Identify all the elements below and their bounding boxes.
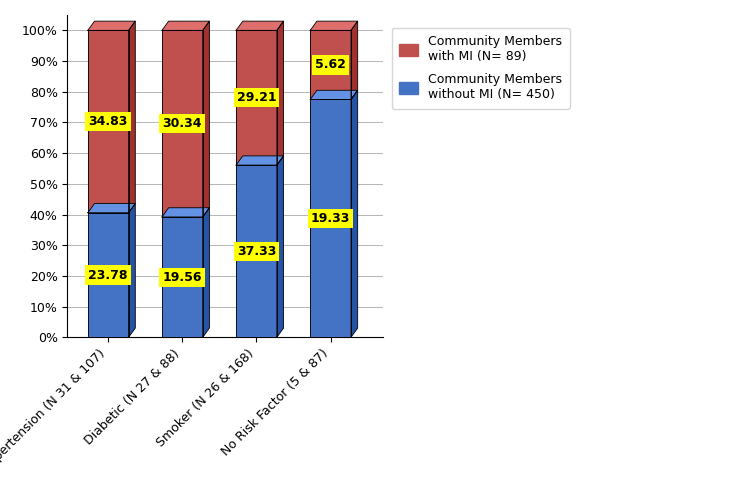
Text: 23.78: 23.78 <box>89 269 128 282</box>
Polygon shape <box>162 21 209 30</box>
Polygon shape <box>162 217 203 337</box>
Polygon shape <box>88 21 136 30</box>
Text: 37.33: 37.33 <box>236 245 276 258</box>
Polygon shape <box>236 30 277 165</box>
Polygon shape <box>236 21 284 30</box>
Text: 5.62: 5.62 <box>316 58 346 72</box>
Text: 29.21: 29.21 <box>236 91 276 104</box>
Polygon shape <box>310 90 358 99</box>
Polygon shape <box>310 30 351 99</box>
Polygon shape <box>277 21 284 165</box>
Text: 19.56: 19.56 <box>163 270 202 284</box>
Polygon shape <box>310 99 351 337</box>
Polygon shape <box>162 30 203 217</box>
Polygon shape <box>162 208 209 217</box>
Polygon shape <box>129 203 136 337</box>
Polygon shape <box>88 213 129 337</box>
Polygon shape <box>351 21 358 99</box>
Polygon shape <box>129 21 136 213</box>
Text: 30.34: 30.34 <box>163 117 202 130</box>
Polygon shape <box>310 21 358 30</box>
Polygon shape <box>203 208 209 337</box>
Polygon shape <box>277 156 284 337</box>
Polygon shape <box>351 90 358 337</box>
Text: 34.83: 34.83 <box>89 115 128 128</box>
Legend: Community Members
with MI (N= 89), Community Members
without MI (N= 450): Community Members with MI (N= 89), Commu… <box>392 28 570 109</box>
Text: 19.33: 19.33 <box>311 212 350 225</box>
Polygon shape <box>236 156 284 165</box>
Polygon shape <box>203 21 209 217</box>
Polygon shape <box>88 203 136 213</box>
Polygon shape <box>236 165 277 337</box>
Polygon shape <box>88 30 129 213</box>
